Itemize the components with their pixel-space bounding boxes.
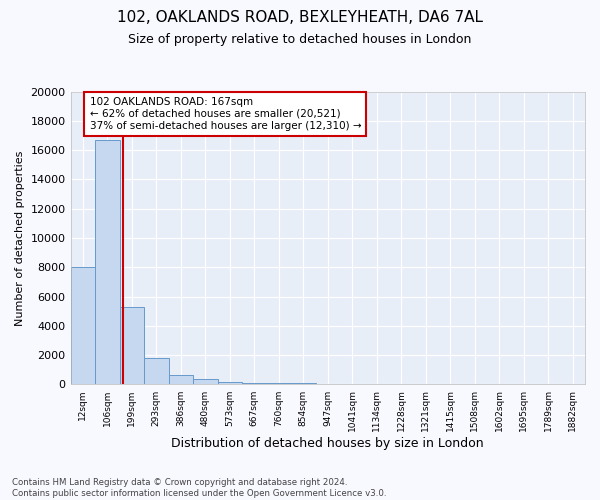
Text: 102, OAKLANDS ROAD, BEXLEYHEATH, DA6 7AL: 102, OAKLANDS ROAD, BEXLEYHEATH, DA6 7AL (117, 10, 483, 25)
Text: Contains HM Land Registry data © Crown copyright and database right 2024.
Contai: Contains HM Land Registry data © Crown c… (12, 478, 386, 498)
Bar (242, 382, 266, 384)
Bar (95, 140, 119, 384)
Bar (144, 358, 169, 384)
Bar (266, 383, 291, 384)
Bar (169, 375, 193, 384)
X-axis label: Distribution of detached houses by size in London: Distribution of detached houses by size … (172, 437, 484, 450)
Text: 102 OAKLANDS ROAD: 167sqm
← 62% of detached houses are smaller (20,521)
37% of s: 102 OAKLANDS ROAD: 167sqm ← 62% of detac… (89, 98, 361, 130)
Text: Size of property relative to detached houses in London: Size of property relative to detached ho… (128, 32, 472, 46)
Bar (71, 266, 95, 384)
Y-axis label: Number of detached properties: Number of detached properties (15, 150, 25, 326)
Bar (119, 307, 144, 384)
Bar (218, 382, 242, 384)
Bar (193, 380, 218, 384)
